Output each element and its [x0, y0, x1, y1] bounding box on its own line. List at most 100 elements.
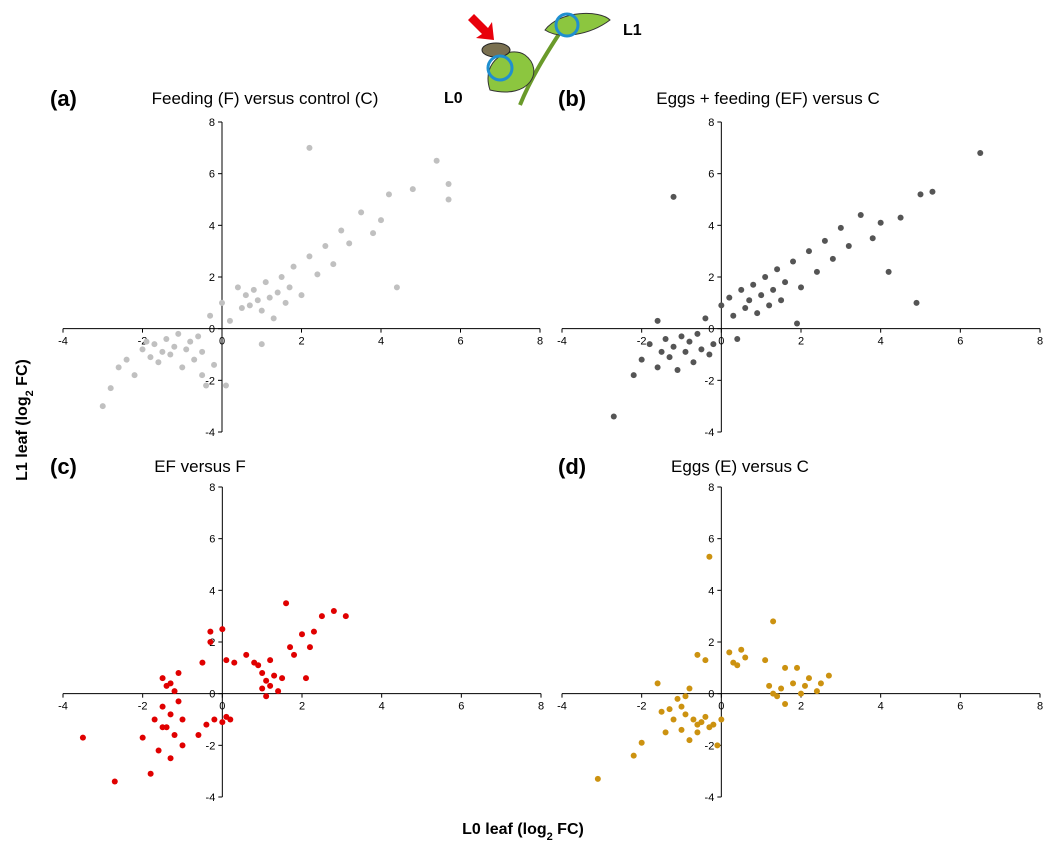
panel-title: Eggs (E) versus C [671, 457, 809, 476]
y-tick-label: 4 [708, 220, 714, 232]
x-tick-label: -4 [58, 336, 68, 348]
point [674, 695, 681, 702]
point [782, 664, 789, 671]
point [694, 330, 701, 337]
point [778, 297, 785, 304]
x-tick-label: -2 [138, 336, 148, 348]
illustration-label: L1 [623, 22, 642, 39]
point [262, 279, 269, 286]
point [869, 235, 876, 242]
y-tick-label: 2 [708, 272, 714, 284]
point [143, 338, 150, 345]
x-tick-label: 4 [878, 701, 884, 713]
point [167, 680, 174, 687]
y-tick-label: 6 [209, 534, 215, 546]
point [275, 688, 282, 695]
point [159, 348, 166, 355]
point [151, 341, 158, 348]
y-tick-label: -2 [705, 740, 715, 752]
y-tick-label: 4 [209, 220, 215, 232]
point [139, 346, 146, 353]
panel: (a) Feeding (F) versus control (C) -4 -2 0 2 4… [50, 86, 543, 439]
point [805, 675, 812, 682]
y-tick-label: 0 [708, 689, 714, 701]
point [686, 685, 693, 692]
point [778, 685, 785, 692]
y-tick-label: -4 [206, 792, 216, 804]
point [710, 341, 717, 348]
point [283, 600, 290, 607]
point [630, 372, 637, 379]
point [291, 651, 298, 658]
x-tick-label: 6 [458, 701, 464, 713]
point [702, 657, 709, 664]
panel-label: (c) [50, 454, 77, 479]
point [897, 214, 904, 221]
y-tick-label: 2 [209, 272, 215, 284]
x-tick-label: 6 [957, 701, 963, 713]
point [837, 224, 844, 231]
point [318, 613, 325, 620]
point [825, 672, 832, 679]
point [754, 310, 761, 317]
point [750, 281, 757, 288]
panel-label: (d) [558, 454, 586, 479]
point [179, 716, 186, 723]
point [638, 739, 645, 746]
x-tick-label: 8 [538, 701, 544, 713]
x-axis-label-sub: 2 [547, 831, 553, 841]
point [306, 144, 313, 151]
point [358, 209, 365, 216]
illustration: L0 L1 [444, 12, 642, 107]
y-tick-label: 8 [708, 482, 714, 494]
y-tick-label: -2 [205, 375, 215, 387]
point [433, 157, 440, 164]
point [714, 742, 721, 749]
y-axis-label-sub: 2 [24, 390, 36, 396]
y-tick-label: -2 [206, 740, 216, 752]
point [790, 680, 797, 687]
point [179, 364, 186, 371]
point [223, 657, 230, 664]
point [302, 675, 309, 682]
point [666, 706, 673, 713]
point [718, 302, 725, 309]
point [226, 317, 233, 324]
y-tick-label: 2 [708, 637, 714, 649]
point [322, 243, 329, 249]
point [686, 338, 693, 345]
point [254, 297, 261, 304]
point [821, 237, 828, 244]
point [306, 644, 313, 651]
point [270, 315, 277, 322]
point [977, 150, 984, 156]
point [147, 354, 154, 361]
point [670, 716, 677, 723]
point [346, 240, 353, 247]
point [207, 312, 214, 319]
y-tick-label: 8 [209, 482, 215, 494]
point [79, 734, 86, 741]
point [774, 266, 781, 273]
point [690, 359, 697, 366]
point [159, 703, 166, 710]
point [175, 330, 182, 337]
y-axis-label-text: FC) [14, 359, 31, 390]
x-tick-label: -4 [58, 701, 68, 713]
point [610, 413, 617, 420]
panel-title: Feeding (F) versus control (C) [152, 89, 379, 108]
point [234, 284, 241, 291]
point [885, 268, 892, 275]
point [259, 685, 266, 692]
point [155, 747, 162, 754]
point [286, 284, 293, 291]
point [330, 608, 337, 614]
point [183, 346, 190, 353]
x-axis-label-text: FC) [553, 821, 584, 838]
point [151, 716, 158, 723]
point [730, 312, 737, 319]
point [115, 364, 122, 371]
point [913, 299, 920, 306]
x-tick-label: -2 [138, 701, 148, 713]
